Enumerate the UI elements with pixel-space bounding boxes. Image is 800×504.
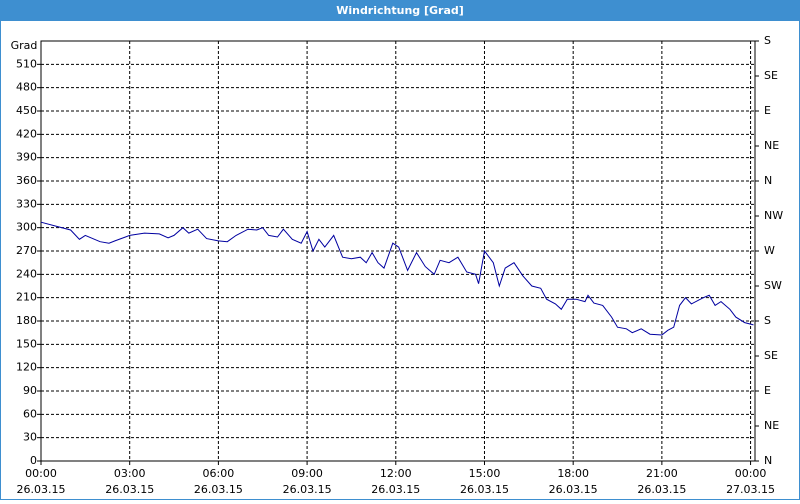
y-tick-label: 90: [23, 384, 37, 397]
data-line: [40, 221, 754, 336]
y-tick-label: 420: [16, 127, 37, 140]
y2-tick-label: N: [764, 174, 772, 187]
y-tick-label: 300: [16, 221, 37, 234]
y2-tick-label: S: [764, 34, 771, 47]
y2-tick-label: NW: [764, 209, 783, 222]
y-tick-label: 510: [16, 57, 37, 70]
y2-tick-label: N: [764, 454, 772, 467]
y-tick-label: 30: [23, 431, 37, 444]
y-tick-label: 390: [16, 151, 37, 164]
y2-tick-label: SW: [764, 279, 782, 292]
y-tick-label: 210: [16, 291, 37, 304]
plot-frame: [40, 40, 756, 462]
x-tick-label: 00:00 27.03.15: [726, 467, 775, 496]
y2-tick-label: E: [764, 384, 771, 397]
y2-tick-label: SE: [764, 69, 778, 82]
y2-tick-label: W: [764, 244, 775, 257]
x-tick-label: 18:00 26.03.15: [549, 467, 598, 496]
y2-tick-label: NE: [764, 139, 779, 152]
x-tick-label: 00:00 26.03.15: [17, 467, 66, 496]
y-axis-label: Grad: [11, 39, 38, 52]
y-tick-label: 0: [30, 454, 37, 467]
y-tick-label: 120: [16, 361, 37, 374]
title-bar: [0, 0, 800, 21]
y-tick-label: 330: [16, 197, 37, 210]
y-tick-label: 60: [23, 407, 37, 420]
y-tick-label: 150: [16, 337, 37, 350]
y-tick-label: 180: [16, 314, 37, 327]
y-tick-label: 270: [16, 244, 37, 257]
x-tick-label: 15:00 26.03.15: [460, 467, 509, 496]
x-tick-label: 06:00 26.03.15: [194, 467, 243, 496]
y2-tick-label: NE: [764, 419, 779, 432]
y-tick-label: 360: [16, 174, 37, 187]
y2-tick-label: S: [764, 314, 771, 327]
x-tick-label: 12:00 26.03.15: [371, 467, 420, 496]
y2-tick-label: E: [764, 104, 771, 117]
y-tick-label: 450: [16, 104, 37, 117]
y2-tick-label: SE: [764, 349, 778, 362]
y-tick-label: 240: [16, 267, 37, 280]
y-tick-label: 480: [16, 81, 37, 94]
x-tick-label: 03:00 26.03.15: [105, 467, 154, 496]
x-tick-label: 21:00 26.03.15: [637, 467, 686, 496]
chart-title: Windrichtung [Grad]: [336, 4, 464, 17]
x-tick-label: 09:00 26.03.15: [283, 467, 332, 496]
